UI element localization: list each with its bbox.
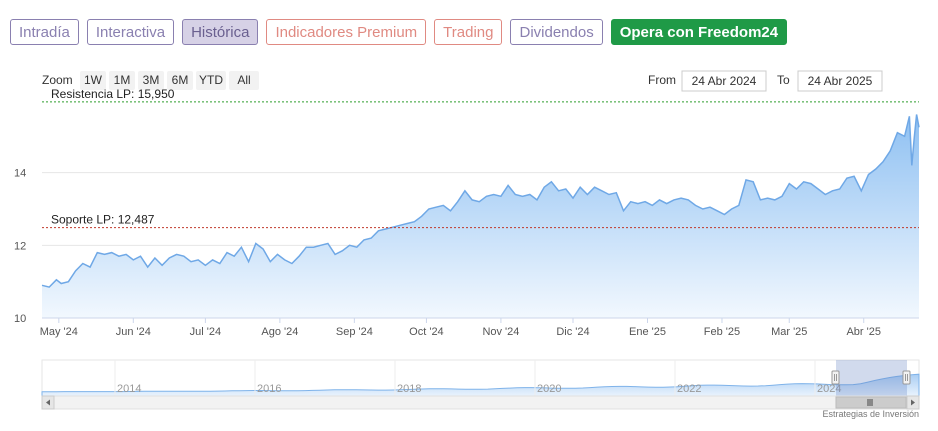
tab-indicadores-premium[interactable]: Indicadores Premium [266,19,427,45]
price-chart: Zoom 1W 1M 3M 6M YTD All From 24 Abr 2024 To … [0,60,938,431]
support-label: Soporte LP: 12,487 [51,213,155,227]
navigator-handle-right[interactable] [902,370,911,385]
tab-dividendos[interactable]: Dividendos [510,19,603,45]
to-label: To [777,73,790,87]
scrollbar-thumb[interactable] [835,396,907,409]
x-tick-label: Ago '24 [261,326,298,338]
navigator-year-label: 2020 [537,383,561,395]
navigator-series [41,373,920,397]
tab-opera-con-freedom24[interactable]: Opera con Freedom24 [610,19,788,45]
tab-interactiva[interactable]: Interactiva [86,19,175,45]
x-tick-label: Ene '25 [629,326,666,338]
series-line [41,114,920,288]
from-label: From [648,73,676,87]
arrow-left-icon [46,399,50,406]
navigator-year-label: 2024 [817,383,841,395]
reference-lines: Resistencia LP: 15,950 Soporte LP: 12,487 [42,87,919,229]
chart-svg: Zoom 1W 1M 3M 6M YTD All From 24 Abr 2024 To … [14,70,920,419]
from-date-input[interactable]: 24 Abr 2024 [681,70,767,92]
navigator-year-label: 2014 [117,383,141,395]
series-area [41,114,920,318]
x-tick-label: Oct '24 [409,326,444,338]
navigator-year-label: 2016 [257,383,281,395]
navigator[interactable]: 2014 2016 2018 2020 2022 2024 [41,359,920,397]
x-tick-label: Dic '24 [556,326,589,338]
x-tick-label: Jun '24 [116,326,151,338]
navigator-year-label: 2022 [677,383,701,395]
x-tick-label: Nov '24 [482,326,519,338]
x-tick-label: Jul '24 [190,326,221,338]
scrollbar-track[interactable] [41,395,920,410]
navigator-year-labels: 2014 2016 2018 2020 2022 2024 [114,360,841,396]
series-fill [42,114,919,318]
y-tick-label: 12 [14,240,26,252]
y-axis-ticks: 10 12 14 [14,168,26,325]
zoom-button-label: 1M [114,73,131,87]
to-date-input[interactable]: 24 Abr 2025 [797,70,883,92]
zoom-button-1m[interactable]: 1M [109,71,135,90]
x-tick-label: Abr '25 [846,326,881,338]
chart-tabs: Intradía Interactiva Histórica Indicadores … [10,19,788,45]
navigator-handle-left[interactable] [831,370,840,385]
zoom-button-all[interactable]: All [229,71,259,90]
navigator-year-label: 2018 [397,383,421,395]
navigator-selection[interactable] [836,360,907,396]
arrow-right-icon [911,399,915,406]
zoom-button-1w[interactable]: 1W [80,71,106,90]
x-axis-ticks: May '24 Jun '24 Jul '24 Ago '24 Sep '24 Oct '… [40,318,881,338]
x-tick-label: Mar '25 [771,326,807,338]
zoom-button-3m[interactable]: 3M [138,71,164,90]
tab-historica[interactable]: Histórica [182,19,259,45]
scrollbar[interactable] [41,395,920,410]
from-date-value: 24 Abr 2024 [692,74,757,88]
tab-trading[interactable]: Trading [434,19,503,45]
zoom-button-label: 6M [172,73,189,87]
x-tick-label: Sep '24 [336,326,373,338]
zoom-button-label: 3M [143,73,160,87]
chart-credit: Estrategias de Inversión [822,409,919,419]
zoom-buttons: 1W 1M 3M 6M YTD All [80,71,259,90]
tab-intradia[interactable]: Intradía [10,19,79,45]
zoom-button-label: All [237,73,250,87]
resistance-label: Resistencia LP: 15,950 [51,87,175,101]
x-tick-label: Feb '25 [704,326,740,338]
zoom-label: Zoom [42,73,73,87]
y-tick-label: 10 [14,313,26,325]
zoom-button-6m[interactable]: 6M [167,71,193,90]
zoom-button-label: 1W [84,73,103,87]
to-date-value: 24 Abr 2025 [808,74,873,88]
zoom-button-ytd[interactable]: YTD [196,71,226,90]
zoom-button-label: YTD [199,73,223,87]
y-tick-label: 14 [14,168,26,180]
x-tick-label: May '24 [40,326,78,338]
